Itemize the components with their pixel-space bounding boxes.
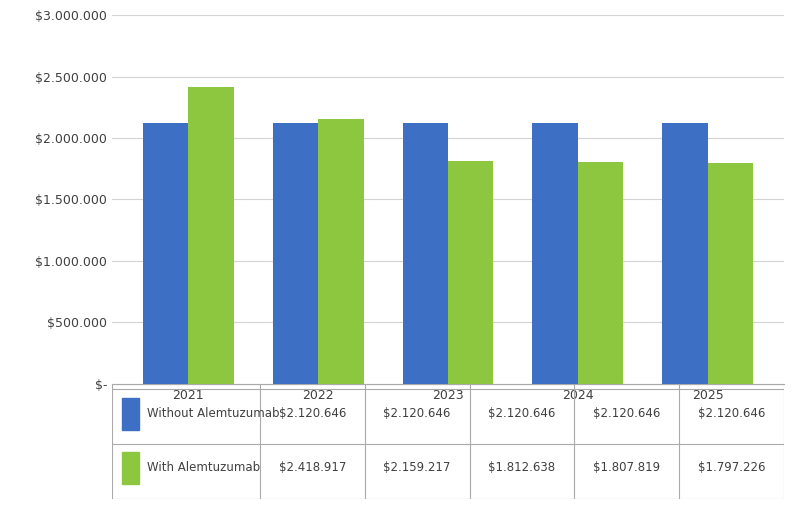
Bar [273, 123, 318, 384]
Text: $2.120.646: $2.120.646 [278, 407, 346, 420]
Text: $1.807.819: $1.807.819 [593, 461, 660, 474]
Text: $1.812.638: $1.812.638 [488, 461, 555, 474]
Text: $2.159.217: $2.159.217 [383, 461, 450, 474]
Text: $1.797.226: $1.797.226 [698, 461, 766, 474]
Bar [578, 162, 623, 384]
Text: With Alemtuzumab: With Alemtuzumab [147, 461, 260, 474]
Bar [402, 123, 448, 384]
Text: $2.418.917: $2.418.917 [278, 461, 346, 474]
Text: $2.120.646: $2.120.646 [383, 407, 450, 420]
Bar [708, 163, 754, 384]
Bar [662, 123, 708, 384]
Text: $2.120.646: $2.120.646 [593, 407, 661, 420]
Bar [122, 398, 139, 430]
Bar [122, 451, 139, 484]
Bar [533, 123, 578, 384]
Bar [448, 161, 494, 384]
Bar [318, 119, 363, 384]
Text: $2.120.646: $2.120.646 [698, 407, 766, 420]
Text: $2.120.646: $2.120.646 [488, 407, 556, 420]
Bar [142, 123, 188, 384]
Bar [188, 87, 234, 384]
Text: Without Alemtuzumab: Without Alemtuzumab [147, 407, 279, 420]
